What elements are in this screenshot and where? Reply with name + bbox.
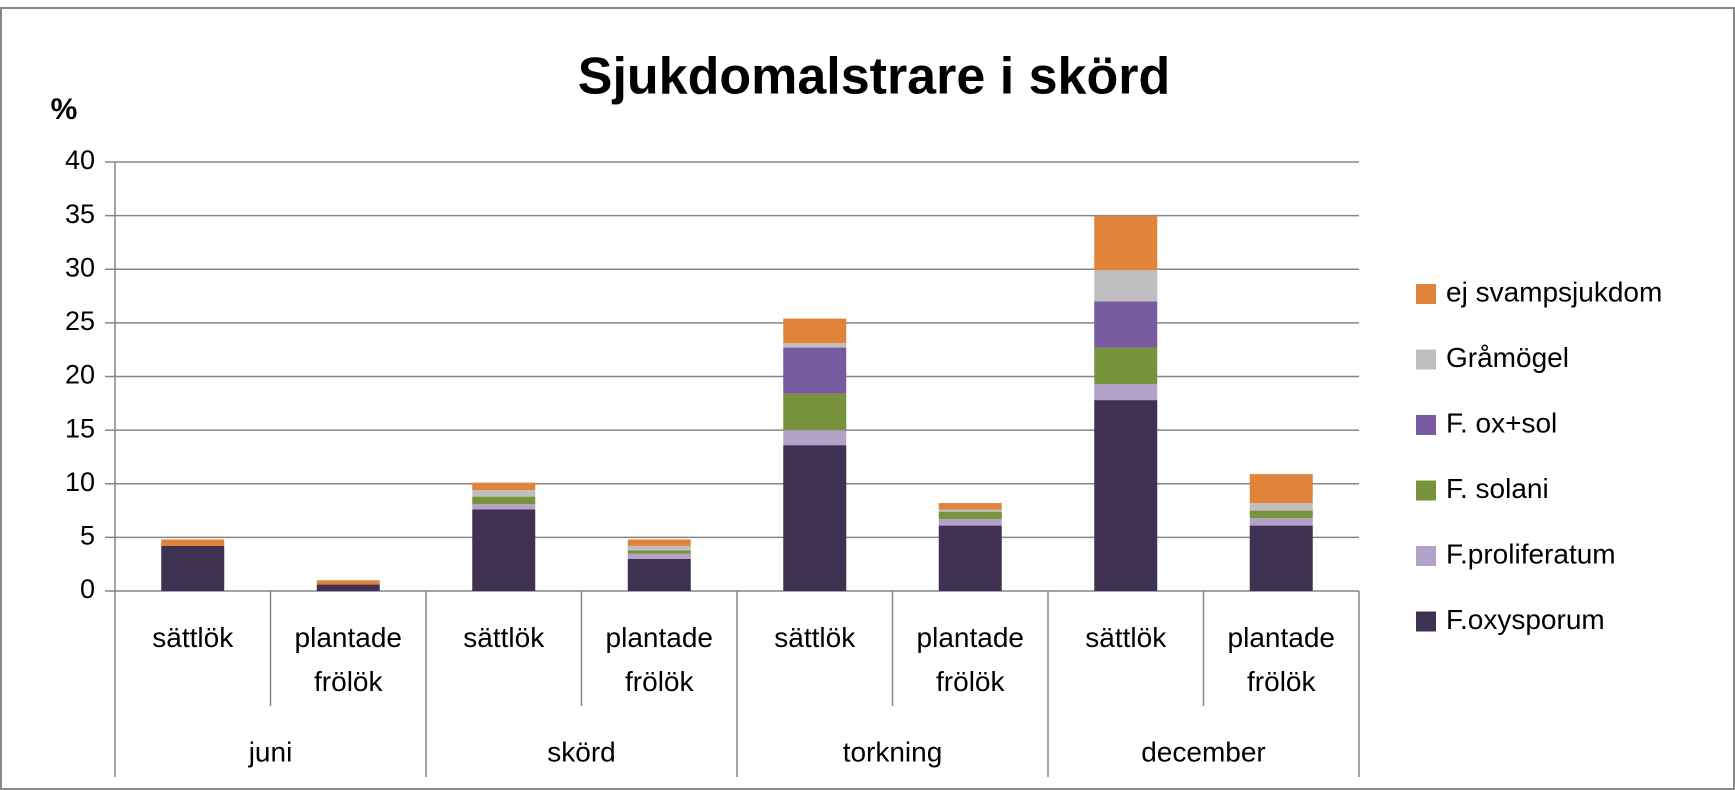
bar-segment [1094, 301, 1158, 348]
bar-segment [938, 519, 1002, 526]
bar-segment [1249, 510, 1313, 519]
bar-segment [627, 545, 691, 551]
bar-segment [1249, 474, 1313, 504]
bar-segment [1094, 400, 1158, 591]
x-tick-label: plantade frölök [1227, 622, 1335, 697]
bar-segment [472, 509, 536, 591]
chart-border [0, 7, 1735, 790]
legend-label: F. solani [1446, 473, 1549, 504]
bar-segment [1094, 384, 1158, 401]
x-tick-label: plantade frölök [294, 622, 402, 697]
legend-label: ej svampsjukdom [1446, 276, 1662, 307]
legend-label: F.proliferatum [1446, 538, 1616, 569]
x-tick-label: plantade frölök [605, 622, 713, 697]
bar-segment [627, 558, 691, 591]
x-group-label: skörd [547, 736, 615, 767]
bar-segment [1249, 518, 1313, 526]
bar-segment [627, 553, 691, 559]
bar-segment [1249, 525, 1313, 591]
x-tick-label: sättlök [152, 622, 234, 653]
legend-swatch [1416, 480, 1436, 501]
bar-segment [938, 509, 1002, 512]
bar-segment [783, 393, 847, 431]
bar-segment [1094, 270, 1158, 302]
legend-label: F.oxysporum [1446, 604, 1605, 635]
y-axis-label: % [51, 93, 78, 126]
bar-segment [1094, 347, 1158, 385]
legend-swatch [1416, 546, 1436, 566]
bar-segment [161, 545, 225, 591]
y-tick-label: 10 [65, 467, 95, 497]
y-tick-label: 0 [80, 574, 95, 604]
x-tick-label: plantade frölök [916, 622, 1024, 697]
bar-segment [316, 580, 380, 585]
x-group-label: juni [248, 736, 293, 767]
bar-segment [783, 430, 847, 446]
x-tick-label: sättlök [463, 622, 545, 653]
bar-segment [1249, 503, 1313, 511]
x-group-label: december [1141, 736, 1266, 767]
bar-segment [472, 482, 536, 491]
x-tick-label: sättlök [1085, 622, 1167, 653]
x-tick-label: sättlök [774, 622, 856, 653]
legend-label: Gråmögel [1446, 342, 1569, 373]
y-tick-label: 20 [65, 360, 95, 390]
bar-segment [316, 584, 380, 591]
y-tick-label: 35 [65, 199, 95, 229]
bar-segment [783, 347, 847, 394]
legend-swatch [1416, 415, 1436, 435]
legend-label: F. ox+sol [1446, 407, 1557, 438]
bar-segment [472, 496, 536, 505]
bar-segment [938, 525, 1002, 591]
legend-swatch [1416, 349, 1436, 370]
bar-segment [783, 343, 847, 348]
legend-swatch [1416, 611, 1436, 632]
chart-title: Sjukdomalstrare i skörd [578, 48, 1170, 106]
y-tick-label: 15 [65, 413, 95, 443]
bar-segment [1094, 215, 1158, 271]
bar-segment [627, 550, 691, 554]
bar-segment [938, 503, 1002, 510]
x-group-label: torkning [843, 736, 943, 767]
bar-segment [938, 511, 1002, 520]
legend-swatch [1416, 284, 1436, 304]
y-tick-label: 30 [65, 252, 95, 282]
bar-segment [472, 504, 536, 510]
bar-segment [627, 539, 691, 546]
y-tick-label: 40 [65, 145, 95, 175]
bar-segment [783, 445, 847, 591]
bar-segment [783, 318, 847, 344]
bar-segment [472, 490, 536, 497]
bar-segment [161, 539, 225, 546]
y-tick-label: 5 [80, 521, 95, 551]
y-tick-label: 25 [65, 306, 95, 336]
